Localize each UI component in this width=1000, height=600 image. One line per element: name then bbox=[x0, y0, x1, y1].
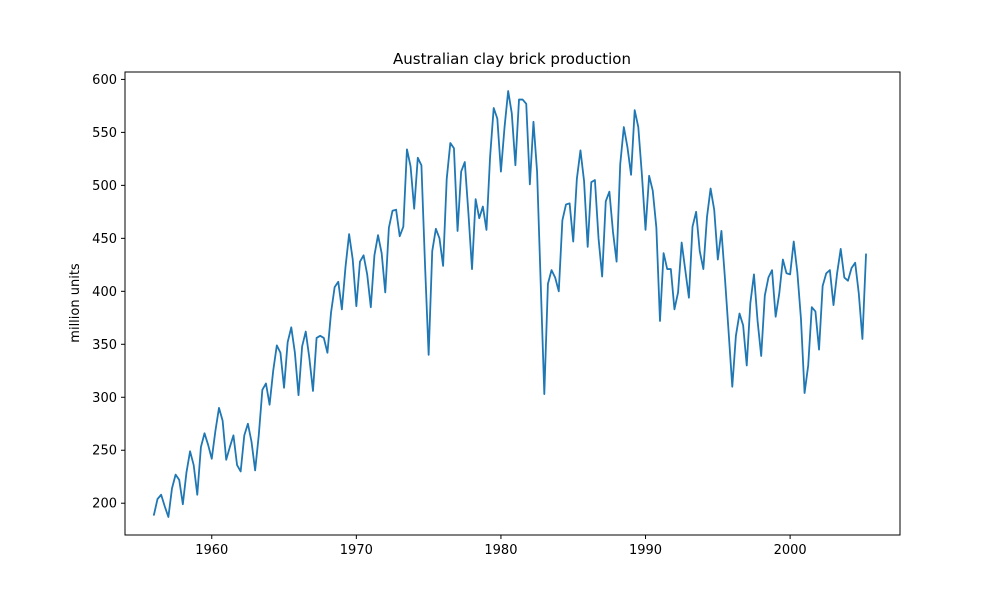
x-axis: 1960 1970 1980 1990 2000 bbox=[195, 535, 807, 558]
x-tick-label: 1980 bbox=[484, 543, 517, 558]
x-tick-label: 1990 bbox=[629, 543, 662, 558]
y-tick-label: 550 bbox=[92, 126, 117, 141]
y-tick-label: 400 bbox=[92, 285, 117, 300]
y-axis: 200 250 300 350 400 450 500 550 600 bbox=[92, 73, 125, 512]
series-line bbox=[153, 90, 867, 518]
y-tick-label: 200 bbox=[92, 497, 117, 512]
chart-title: Australian clay brick production bbox=[393, 50, 631, 68]
y-tick-label: 250 bbox=[92, 444, 117, 459]
x-tick-label: 2000 bbox=[774, 543, 807, 558]
plot-area bbox=[153, 90, 867, 518]
x-tick-label: 1960 bbox=[195, 543, 228, 558]
y-tick-label: 450 bbox=[92, 232, 117, 247]
y-axis-label: million units bbox=[68, 263, 83, 343]
y-tick-label: 500 bbox=[92, 179, 117, 194]
y-tick-label: 350 bbox=[92, 338, 117, 353]
y-tick-label: 600 bbox=[92, 73, 117, 88]
axes-frame bbox=[124, 71, 901, 536]
x-tick-label: 1970 bbox=[340, 543, 373, 558]
y-tick-label: 300 bbox=[92, 391, 117, 406]
